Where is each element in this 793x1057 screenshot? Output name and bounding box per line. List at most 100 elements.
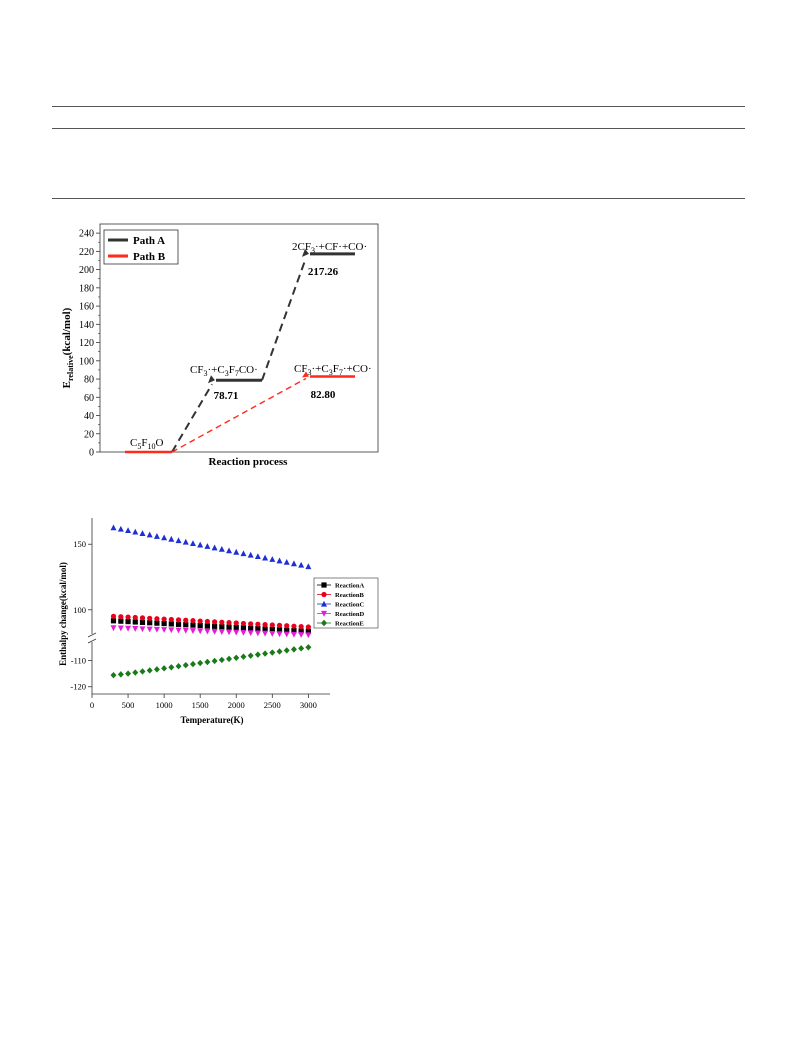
state-label-b1: CF3·+C3F7·+CO· — [294, 363, 372, 377]
point-reactiona — [197, 622, 203, 629]
y-tick-label: 40 — [84, 411, 94, 422]
point-reactione — [276, 648, 283, 655]
energy-plot-frame — [99, 223, 379, 453]
point-reactiona — [190, 622, 196, 628]
point-reactiona — [125, 618, 131, 625]
enthalpy-y-axis-label: Enthalpy change(kcal/mol) — [58, 562, 68, 666]
point-reactionb — [168, 616, 174, 623]
point-reactionc — [298, 561, 305, 568]
point-reactionc — [269, 556, 276, 562]
point-reactionb — [298, 623, 304, 630]
point-reactionc — [283, 558, 290, 565]
point-reactionb — [125, 614, 131, 620]
point-reactiona — [110, 618, 117, 624]
legend-marker-reactionc — [321, 600, 327, 607]
point-reactiona — [226, 624, 232, 630]
point-reactione — [110, 671, 117, 679]
point-reactione — [146, 667, 153, 674]
bottom-rule — [52, 198, 745, 199]
axis-break-mark-top — [87, 632, 97, 638]
point-reactione — [298, 645, 305, 652]
legend-label-reactionc: ReactionC — [335, 602, 365, 609]
connector-r-b1 — [171, 377, 307, 453]
energy-axes — [99, 223, 379, 453]
middle-rule — [52, 128, 745, 129]
connector-r-a1 — [171, 383, 213, 453]
point-reactionc — [182, 538, 189, 545]
legend-label-reactiond: ReactionD — [335, 611, 365, 618]
legend-marker-reactiona — [321, 582, 327, 588]
legend-marker-reactione — [321, 619, 327, 627]
point-reactione — [125, 670, 132, 677]
point-reactiond — [247, 630, 254, 637]
top-rule — [52, 106, 745, 107]
point-reactiond — [276, 631, 283, 638]
point-reactiona — [284, 627, 290, 633]
point-reactiond — [211, 628, 218, 635]
point-reactionc — [146, 531, 153, 538]
point-reactionc — [254, 553, 261, 560]
point-reactiona — [233, 624, 239, 631]
arrowhead-b1 — [302, 371, 309, 378]
y-tick-label: 100 — [79, 356, 94, 367]
point-reactiona — [291, 628, 297, 634]
state-label-reactant: C5F10O — [130, 437, 163, 451]
point-reactionb — [147, 615, 153, 621]
point-reactione — [283, 647, 290, 654]
point-reactiona — [147, 620, 153, 626]
point-reactiond — [290, 631, 297, 638]
legend-marker-reactiond — [321, 610, 327, 617]
point-reactiona — [168, 621, 174, 627]
point-reactionc — [233, 548, 240, 555]
point-reactionb — [226, 620, 232, 626]
point-reactionb — [161, 616, 167, 622]
point-reactione — [262, 650, 269, 657]
point-reactione — [218, 656, 225, 664]
point-reactiond — [125, 625, 132, 632]
enthalpy-points — [110, 524, 312, 679]
enthalpy-chart: 0 500 1000 1500 2000 2500 3000 100 150 -120 -110 R… — [58, 518, 379, 725]
y-tick-label: 100 — [73, 605, 86, 615]
legend-marker-reactionb — [321, 591, 327, 598]
legend-label-reactionb: ReactionB — [335, 592, 365, 599]
point-reactionc — [175, 537, 182, 544]
y-tick-label: -110 — [71, 655, 86, 665]
point-reactiond — [175, 627, 182, 634]
point-reactiond — [218, 629, 225, 636]
energy-x-axis-label: Reaction process — [209, 456, 289, 468]
point-reactione — [168, 664, 175, 671]
point-reactione — [254, 651, 261, 658]
point-reactiona — [154, 620, 160, 626]
point-reactione — [189, 660, 196, 668]
point-reactionc — [139, 530, 146, 536]
point-reactiond — [262, 630, 269, 637]
y-tick-label: 200 — [79, 265, 94, 276]
x-tick-label: 0 — [90, 700, 94, 710]
point-reactione — [161, 665, 168, 672]
point-reactiond — [182, 627, 189, 634]
point-reactione — [182, 661, 189, 669]
point-reactione — [211, 657, 218, 665]
point-reactionb — [255, 621, 261, 627]
point-reactionc — [125, 527, 132, 534]
point-reactionb — [118, 614, 124, 620]
point-reactionc — [197, 541, 204, 548]
x-tick-label: 1000 — [156, 700, 173, 710]
point-reactione — [247, 652, 254, 659]
point-reactiona — [212, 623, 218, 629]
point-reactiond — [233, 629, 240, 636]
point-reactionb — [233, 620, 239, 626]
y-tick-label: 220 — [79, 247, 94, 258]
point-reactiond — [110, 625, 117, 632]
energy-profile-chart: 0 20 40 60 80 100 120 140 160 180 200 220 240 Path A… — [61, 223, 379, 468]
point-reactionc — [290, 560, 297, 567]
point-reactione — [197, 659, 204, 667]
point-reactione — [290, 646, 297, 653]
point-reactiona — [139, 619, 146, 625]
value-label-a1: 78.71 — [214, 390, 239, 402]
point-reactionb — [132, 614, 138, 621]
x-tick-label: 3000 — [300, 700, 317, 710]
point-reactionb — [154, 616, 160, 622]
enthalpy-ticks: 0 500 1000 1500 2000 2500 3000 100 150 -120 -110 — [70, 539, 316, 710]
point-reactionb — [240, 620, 247, 627]
